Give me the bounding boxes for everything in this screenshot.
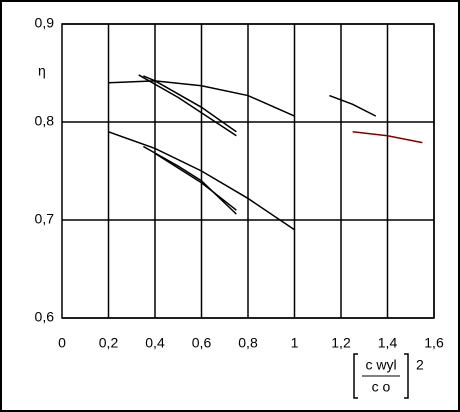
x-axis-label: c wyl c o 2 xyxy=(353,353,424,399)
plot-border xyxy=(61,23,435,319)
x-tick-label: 0,6 xyxy=(192,335,212,351)
bracket xyxy=(353,353,409,399)
y-tick-label: 0,8 xyxy=(35,113,55,129)
line xyxy=(154,152,237,211)
exponent: 2 xyxy=(416,357,424,373)
x-tick-label: 0,8 xyxy=(238,335,258,351)
line xyxy=(352,131,423,144)
y-tick-label: 0,7 xyxy=(35,211,55,227)
y-axis-label: η xyxy=(38,63,46,79)
line xyxy=(143,75,237,133)
x-tick-label: 1 xyxy=(291,335,299,351)
x-tick-label: 0,4 xyxy=(145,335,165,351)
numerator: c wyl xyxy=(365,357,396,373)
y-tick-label: 0,6 xyxy=(35,309,55,325)
x-tick-label: 1,4 xyxy=(378,335,398,351)
line xyxy=(108,80,295,117)
line xyxy=(138,74,237,137)
y-tick-label: 0,9 xyxy=(35,15,55,31)
x-tick-label: 1,2 xyxy=(331,335,351,351)
x-tick-label: 0 xyxy=(58,335,66,351)
x-tick-label: 0,2 xyxy=(99,335,119,351)
x-tick-label: 1,6 xyxy=(424,335,444,351)
line xyxy=(108,131,295,231)
denominator: c o xyxy=(372,379,391,395)
line xyxy=(329,94,377,117)
